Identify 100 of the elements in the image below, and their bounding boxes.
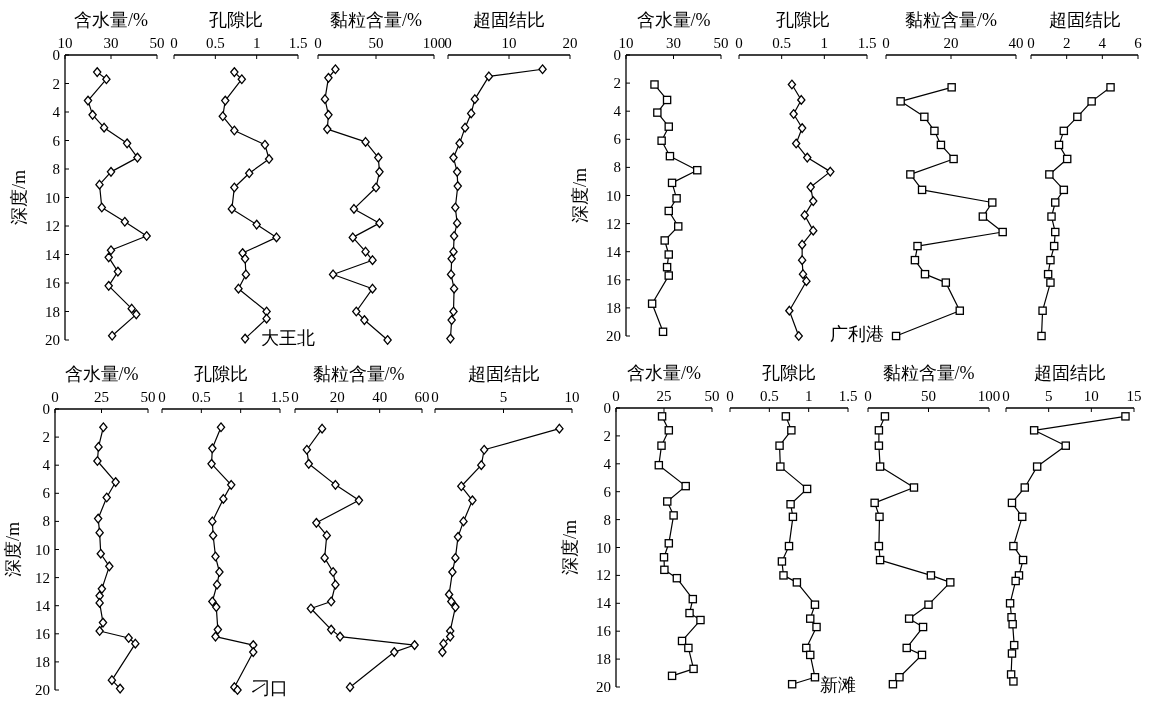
y-tick-label: 20 [606,328,621,344]
annotation: 广利港 [830,324,884,344]
y-tick-label: 18 [596,651,611,668]
x-tick-label: 30 [666,35,681,51]
y-axis-title: 深度/m [570,167,590,224]
y-tick-label: 6 [603,483,612,500]
x-axis-title: 含水量/% [636,10,711,30]
x-axis-title: 超固结比 [1048,10,1121,30]
x-tick-label: 0 [431,389,439,405]
y-tick-label: 20 [35,682,50,698]
y-tick-label: 14 [45,246,61,263]
y-tick-label: 8 [613,159,621,176]
annotation: 刁口 [251,678,288,698]
y-tick-label: 16 [606,271,622,288]
x-axis-title: 孔隙比 [209,10,263,30]
x-axis-title: 含水量/% [74,10,148,30]
x-tick-label: 25 [94,389,109,405]
x-tick-label: 4 [1098,35,1107,51]
x-tick-label: 50 [704,388,720,404]
y-tick-label: 0 [52,47,60,63]
y-tick-label: 12 [606,215,621,232]
x-tick-label: 20 [562,35,578,51]
y-tick-label: 12 [45,218,60,234]
x-tick-label: 2 [1062,35,1071,51]
y-axis-title: 深度/m [3,521,23,578]
x-axis-title: 孔隙比 [194,364,248,384]
y-tick-label: 4 [52,104,61,120]
x-tick-label: 30 [103,35,119,51]
x-axis-title: 超固结比 [473,10,545,30]
x-tick-label: 6 [1134,35,1143,51]
x-tick-label: 0.5 [772,35,792,51]
y-tick-label: 14 [35,597,51,614]
y-tick-label: 20 [596,679,611,695]
y-tick-label: 10 [596,539,611,556]
x-tick-label: 0 [864,388,872,404]
annotation: 大王北 [261,328,315,348]
x-tick-label: 0 [314,35,322,51]
y-tick-label: 0 [42,401,50,417]
y-tick-label: 0 [613,47,621,63]
x-tick-label: 0 [726,388,734,404]
y-tick-label: 10 [35,541,50,558]
x-tick-label: 5 [1044,388,1053,404]
x-axis-title: 含水量/% [64,364,139,384]
x-tick-label: 0.5 [191,389,211,405]
y-tick-label: 4 [603,455,612,472]
x-tick-label: 5 [499,389,508,405]
x-axis-title: 孔隙比 [762,363,816,383]
y-tick-label: 18 [35,653,50,670]
y-tick-label: 18 [45,303,60,320]
x-tick-label: 1.5 [270,389,290,405]
y-tick-label: 6 [613,131,622,148]
x-tick-label: 1 [804,388,813,404]
x-tick-label: 25 [656,388,672,404]
y-tick-label: 16 [35,625,51,642]
x-axis-title: 黏粒含量/% [330,10,422,30]
y-tick-label: 18 [606,299,621,316]
x-tick-label: 0 [1002,388,1010,404]
x-axis-title: 超固结比 [467,364,540,384]
x-tick-label: 0 [170,35,178,51]
x-axis-title: 黏粒含量/% [882,363,975,383]
x-tick-label: 0 [735,35,743,51]
x-axis-title: 黏粒含量/% [312,364,405,384]
y-tick-label: 6 [42,485,51,502]
y-tick-label: 2 [52,75,60,92]
y-tick-label: 4 [42,457,51,474]
x-tick-label: 0 [444,35,452,51]
x-tick-label: 40 [1008,35,1024,51]
x-tick-label: 1.5 [857,35,877,51]
x-tick-label: 0 [882,35,890,51]
x-tick-label: 50 [149,35,165,51]
x-tick-label: 0.5 [759,388,779,404]
y-tick-label: 14 [596,595,612,612]
y-tick-label: 2 [42,429,50,446]
x-tick-label: 0 [1027,35,1035,51]
x-tick-label: 15 [1126,388,1142,404]
x-tick-label: 10 [501,35,517,51]
y-tick-label: 16 [45,275,61,291]
y-tick-label: 14 [606,243,622,260]
y-tick-label: 10 [606,187,621,204]
x-tick-label: 50 [140,389,156,405]
y-axis-title: 深度/m [9,169,29,226]
y-tick-label: 6 [52,132,61,149]
x-tick-label: 10 [1083,388,1099,404]
x-tick-label: 1 [820,35,829,51]
x-tick-label: 0.5 [205,35,225,51]
x-tick-label: 1 [236,389,245,405]
x-axis-title: 黏粒含量/% [905,10,997,30]
x-tick-label: 50 [713,35,729,51]
x-tick-label: 1.5 [288,35,308,51]
x-tick-label: 50 [368,35,384,51]
x-tick-label: 100 [977,388,1001,404]
x-axis-title: 超固结比 [1034,363,1106,383]
y-tick-label: 0 [603,400,611,416]
y-tick-label: 12 [35,569,50,586]
x-tick-label: 1 [252,35,261,51]
annotation: 新滩 [820,675,856,695]
y-tick-label: 10 [45,189,60,206]
y-axis-title: 深度/m [560,519,580,576]
x-tick-label: 10 [564,389,580,405]
x-axis-title: 孔隙比 [776,10,830,30]
